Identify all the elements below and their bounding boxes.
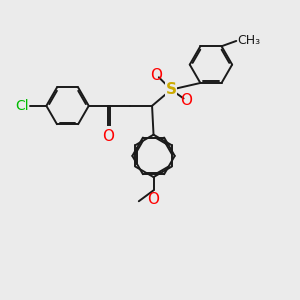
Text: CH₃: CH₃ bbox=[238, 34, 261, 47]
Text: Cl: Cl bbox=[15, 99, 29, 113]
Text: O: O bbox=[151, 68, 163, 83]
Text: O: O bbox=[148, 192, 160, 207]
Text: S: S bbox=[166, 82, 177, 97]
Text: O: O bbox=[102, 128, 114, 143]
Text: O: O bbox=[181, 93, 193, 108]
